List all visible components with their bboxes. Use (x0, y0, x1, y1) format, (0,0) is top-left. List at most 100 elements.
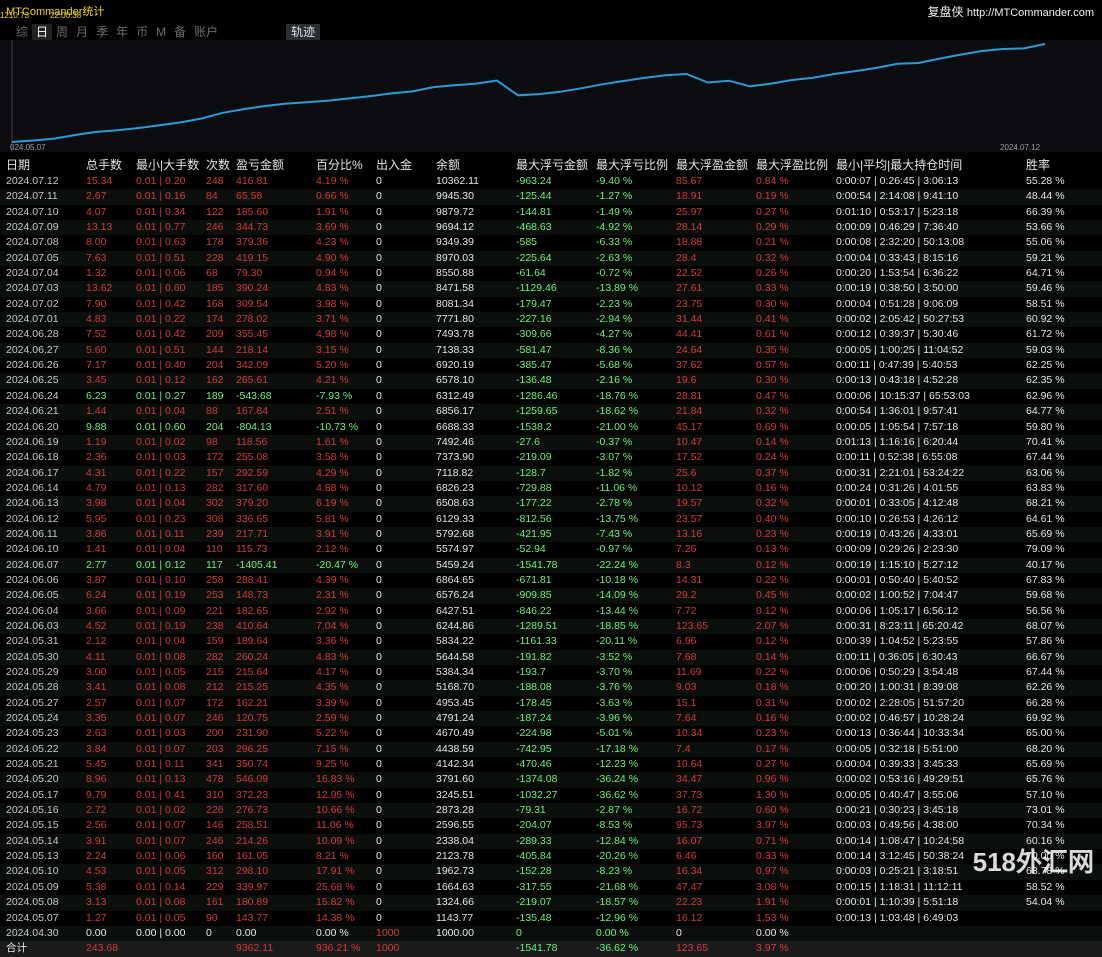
cell-winrate: 60.16 % (1026, 834, 1065, 847)
table-row[interactable]: 2024.07.05 7.63 0.01 | 0.51 228 419.15 4.90 %… (0, 250, 1102, 267)
table-row[interactable]: 2024.06.20 9.88 0.01 | 0.60 204 -804.13 -10.7… (0, 420, 1102, 435)
tab-3[interactable]: 月 (76, 25, 89, 39)
tab-0[interactable]: 综 (16, 25, 29, 39)
tab-9[interactable]: 账户 (194, 25, 219, 39)
table-row[interactable]: 2024.05.29 3.00 0.01 | 0.05 215 215.64 4.17 %… (0, 665, 1102, 680)
table-row[interactable]: 2024.05.10 4.53 0.01 | 0.05 312 298.10 17.91 … (0, 864, 1102, 880)
table-row[interactable]: 2024.05.08 3.13 0.01 | 0.08 161 180.89 15.82 … (0, 895, 1102, 911)
table-row[interactable]: 2024.06.05 6.24 0.01 | 0.19 253 148.73 2.31 %… (0, 588, 1102, 604)
cell-max-float-gain: 0 (676, 926, 682, 939)
cell-minmax: 0.01 | 0.22 (136, 466, 186, 479)
cell-date: 2024.05.24 (6, 712, 59, 725)
cell-hold-time: 0:00:24 | 0:31:26 | 4:01:55 (836, 481, 959, 494)
table-row[interactable]: 2024.07.08 8.00 0.01 | 0.63 178 379.36 4.23 %… (0, 235, 1102, 250)
cell-hold-time: 0:00:09 | 0:46:29 | 7:36:40 (836, 221, 959, 234)
cell-pct: 0.00 % (316, 926, 349, 939)
table-row[interactable]: 2024.06.18 2.36 0.01 | 0.03 172 255.08 3.58 %… (0, 450, 1102, 465)
tab-5[interactable]: 年 (116, 25, 129, 39)
cell-pnl: 148.73 (236, 589, 269, 602)
cell-lots: 13.62 (86, 282, 113, 295)
cell-winrate: 55.28 % (1026, 175, 1065, 187)
table-row[interactable]: 2024.05.22 3.84 0.01 | 0.07 203 296.25 7.15 %… (0, 741, 1102, 758)
cell-max-float-gain-pct: 0.18 % (756, 681, 789, 694)
cell-max-float-gain-pct: 0.32 % (756, 251, 789, 264)
table-row[interactable]: 2024.06.24 6.23 0.01 | 0.27 189 -543.68 -7.93… (0, 389, 1102, 404)
table-row[interactable]: 2024.07.03 13.62 0.01 | 0.60 185 390.24 4.83 … (0, 281, 1102, 297)
table-row[interactable]: 2024.06.11 3.86 0.01 | 0.11 239 217.71 3.91 %… (0, 526, 1102, 543)
table-row[interactable]: 2024.07.10 4.07 0.01 | 0.34 122 185.60 1.91 %… (0, 205, 1102, 220)
tab-1[interactable]: 日 (32, 24, 53, 40)
table-row[interactable]: 2024.07.01 4.83 0.01 | 0.22 174 278.02 3.71 %… (0, 312, 1102, 328)
cell-hold-time: 0:00:10 | 0:26:53 | 4:26:12 (836, 512, 959, 525)
table-row[interactable]: 2024.06.06 3.87 0.01 | 0.10 258 288.41 4.39 %… (0, 573, 1102, 588)
table-row[interactable]: 2024.06.03 4.52 0.01 | 0.19 238 410.64 7.04 %… (0, 618, 1102, 635)
table-row[interactable]: 2024.06.14 4.79 0.01 | 0.13 282 317.60 4.88 %… (0, 481, 1102, 496)
table-row[interactable]: 2024.06.27 5.60 0.01 | 0.51 144 218.14 3.15 %… (0, 342, 1102, 359)
tab-2[interactable]: 周 (56, 25, 69, 39)
cell-hold-time: 0:00:04 | 0:39:33 | 3:45:33 (836, 758, 959, 771)
table-row[interactable]: 2024.06.13 3.98 0.01 | 0.04 302 379.20 6.19 %… (0, 496, 1102, 512)
cell-max-float-gain: 45.17 (676, 420, 703, 433)
tab-8[interactable]: 备 (174, 25, 187, 39)
table-row[interactable]: 2024.06.21 1.44 0.01 | 0.04 88 167.84 2.51 % 0… (0, 404, 1102, 420)
total-pnl: 9362.11 (236, 942, 274, 955)
cell-date: 2024.06.21 (6, 405, 59, 418)
table-row[interactable]: 2024.05.28 3.41 0.01 | 0.08 212 215.25 4.35 %… (0, 680, 1102, 696)
table-row[interactable]: 2024.05.30 4.11 0.01 | 0.08 282 260.24 4.83 %… (0, 649, 1102, 665)
tab-7[interactable]: M (156, 25, 167, 39)
cell-balance: 7493.78 (436, 328, 474, 341)
table-row[interactable]: 2024.05.16 2.72 0.01 | 0.02 226 276.73 10.66 … (0, 803, 1102, 819)
table-row[interactable]: 2024.05.14 3.91 0.01 | 0.07 246 214.26 10.09 … (0, 833, 1102, 850)
cell-pnl: 0.00 (236, 926, 257, 939)
table-row[interactable]: 2024.05.09 5.38 0.01 | 0.14 229 339.97 25.68 … (0, 880, 1102, 895)
table-row[interactable]: 2024.05.15 2.56 0.01 | 0.07 146 258.51 11.06 … (0, 818, 1102, 833)
cell-pnl: 167.84 (236, 405, 269, 418)
table-row[interactable]: 2024.06.19 1.19 0.01 | 0.02 98 118.56 1.61 % 0… (0, 434, 1102, 451)
table-row[interactable]: 2024.05.07 1.27 0.01 | 0.05 90 143.77 14.38 %… (0, 911, 1102, 926)
tab-6[interactable]: 币 (136, 25, 149, 39)
table-row[interactable]: 2024.06.04 3.66 0.01 | 0.09 221 182.65 2.92 %… (0, 604, 1102, 619)
cell-max-float-gain: 123.65 (676, 619, 709, 632)
tab-10[interactable]: 轨迹 (286, 24, 321, 40)
table-row[interactable]: 2024.07.04 1.32 0.01 | 0.06 68 79.30 0.94 % 0 8… (0, 266, 1102, 281)
cell-pct: 15.82 % (316, 896, 355, 909)
table-row[interactable]: 2024.06.25 3.45 0.01 | 0.12 162 265.61 4.21 %… (0, 373, 1102, 389)
table-row[interactable]: 2024.06.17 4.31 0.01 | 0.22 157 292.59 4.29 %… (0, 465, 1102, 481)
cell-date: 2024.05.16 (6, 804, 59, 817)
table-row[interactable]: 2024.07.11 2.67 0.01 | 0.16 84 65.58 0.66 % 0 9… (0, 189, 1102, 205)
table-row[interactable]: 2024.05.21 5.45 0.01 | 0.11 341 350.74 9.25 %… (0, 757, 1102, 772)
cell-minmax: 0.01 | 0.77 (136, 221, 186, 234)
table-row[interactable]: 2024.06.28 7.52 0.01 | 0.42 209 355.45 4.98 %… (0, 327, 1102, 342)
table-row[interactable]: 2024.06.10 1.41 0.01 | 0.04 110 115.73 2.12 %… (0, 542, 1102, 557)
cell-io: 0 (376, 251, 382, 264)
table-row[interactable]: 2024.05.17 9.79 0.01 | 0.41 310 372.23 12.95 … (0, 788, 1102, 803)
table-row[interactable]: 2024.07.02 7.90 0.01 | 0.42 168 309.54 3.98 %… (0, 297, 1102, 312)
cell-count: 253 (206, 589, 224, 602)
table-row[interactable]: 2024.05.13 2.24 0.01 | 0.06 160 161.05 8.21 %… (0, 849, 1102, 864)
cell-pct: 0.94 % (316, 267, 349, 280)
cell-balance: 7118.82 (436, 466, 474, 479)
table-row[interactable]: 2024.05.27 2.57 0.01 | 0.07 172 162.21 3.39 %… (0, 696, 1102, 711)
brand-label[interactable]: 复盘侠 http://MTCommander.com (927, 3, 1094, 20)
total-pct: 936.21 % (316, 942, 361, 955)
cell-lots: 1.32 (86, 267, 107, 280)
table-row[interactable]: 2024.07.12 15.34 0.01 | 0.20 248 416.81 4.19 … (0, 174, 1102, 189)
cell-date: 2024.05.08 (6, 896, 59, 909)
table-row[interactable]: 2024.05.23 2.63 0.01 | 0.03 200 231.90 5.22 %… (0, 726, 1102, 741)
brand-url[interactable]: http://MTCommander.com (966, 7, 1094, 19)
table-row[interactable]: 2024.06.07 2.77 0.01 | 0.12 117 -1405.41 -20.… (0, 557, 1102, 573)
cell-count: 203 (206, 742, 224, 755)
table-row[interactable]: 2024.04.30 0.00 0.00 | 0.00 0 0.00 0.00 % 1000… (0, 925, 1102, 942)
tab-4[interactable]: 季 (96, 25, 109, 39)
cell-winrate: 53.66 % (1026, 221, 1065, 234)
cell-hold-time: 0:00:03 | 0:25:21 | 3:18:51 (836, 865, 959, 878)
table-row[interactable]: 2024.06.12 5.95 0.01 | 0.23 308 336.65 5.81 %… (0, 512, 1102, 527)
cell-pnl: 217.71 (236, 527, 269, 540)
cell-io: 0 (376, 481, 382, 494)
cell-max-float-gain: 22.23 (676, 896, 703, 909)
table-row[interactable]: 2024.05.20 8.96 0.01 | 0.13 478 546.09 16.83 … (0, 772, 1102, 788)
table-row[interactable]: 2024.06.26 7.17 0.01 | 0.40 204 342.09 5.20 %… (0, 358, 1102, 373)
table-row[interactable]: 2024.07.09 13.13 0.01 | 0.77 246 344.73 3.69 … (0, 220, 1102, 236)
table-row[interactable]: 2024.05.24 3.35 0.01 | 0.07 246 120.75 2.59 %… (0, 711, 1102, 727)
table-row[interactable]: 2024.05.31 2.12 0.01 | 0.04 159 189.64 3.36 %… (0, 634, 1102, 649)
